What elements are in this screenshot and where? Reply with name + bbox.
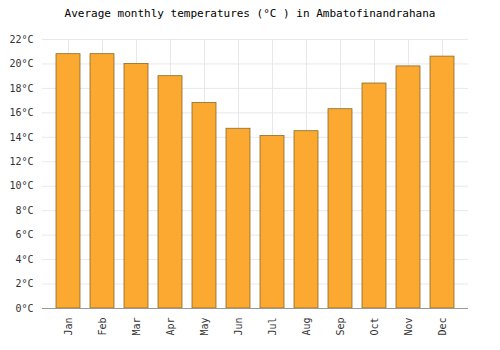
svg-text:14°C: 14°C (9, 132, 33, 143)
svg-text:Jun: Jun (233, 318, 244, 336)
svg-text:0°C: 0°C (15, 303, 33, 314)
svg-text:16°C: 16°C (9, 107, 33, 118)
svg-text:18°C: 18°C (9, 83, 33, 94)
svg-text:Apr: Apr (165, 318, 176, 336)
svg-text:Sep: Sep (335, 318, 346, 336)
svg-text:Oct: Oct (369, 318, 380, 336)
svg-text:20°C: 20°C (9, 58, 33, 69)
svg-text:Aug: Aug (301, 318, 312, 336)
svg-text:Jan: Jan (63, 318, 74, 336)
svg-text:12°C: 12°C (9, 156, 33, 167)
svg-text:Feb: Feb (97, 318, 108, 336)
svg-text:10°C: 10°C (9, 180, 33, 191)
svg-text:May: May (199, 318, 210, 336)
svg-text:4°C: 4°C (15, 254, 33, 265)
svg-text:Jul: Jul (267, 318, 278, 336)
svg-text:22°C: 22°C (9, 34, 33, 45)
svg-text:Mar: Mar (131, 318, 142, 336)
svg-text:Dec: Dec (437, 318, 448, 336)
svg-text:2°C: 2°C (15, 278, 33, 289)
svg-text:Nov: Nov (403, 318, 414, 336)
svg-text:6°C: 6°C (15, 229, 33, 240)
svg-text:8°C: 8°C (15, 205, 33, 216)
html-text:Average monthly temperatures (: Average monthly temperatures (°C ) in Am… (64, 7, 436, 20)
